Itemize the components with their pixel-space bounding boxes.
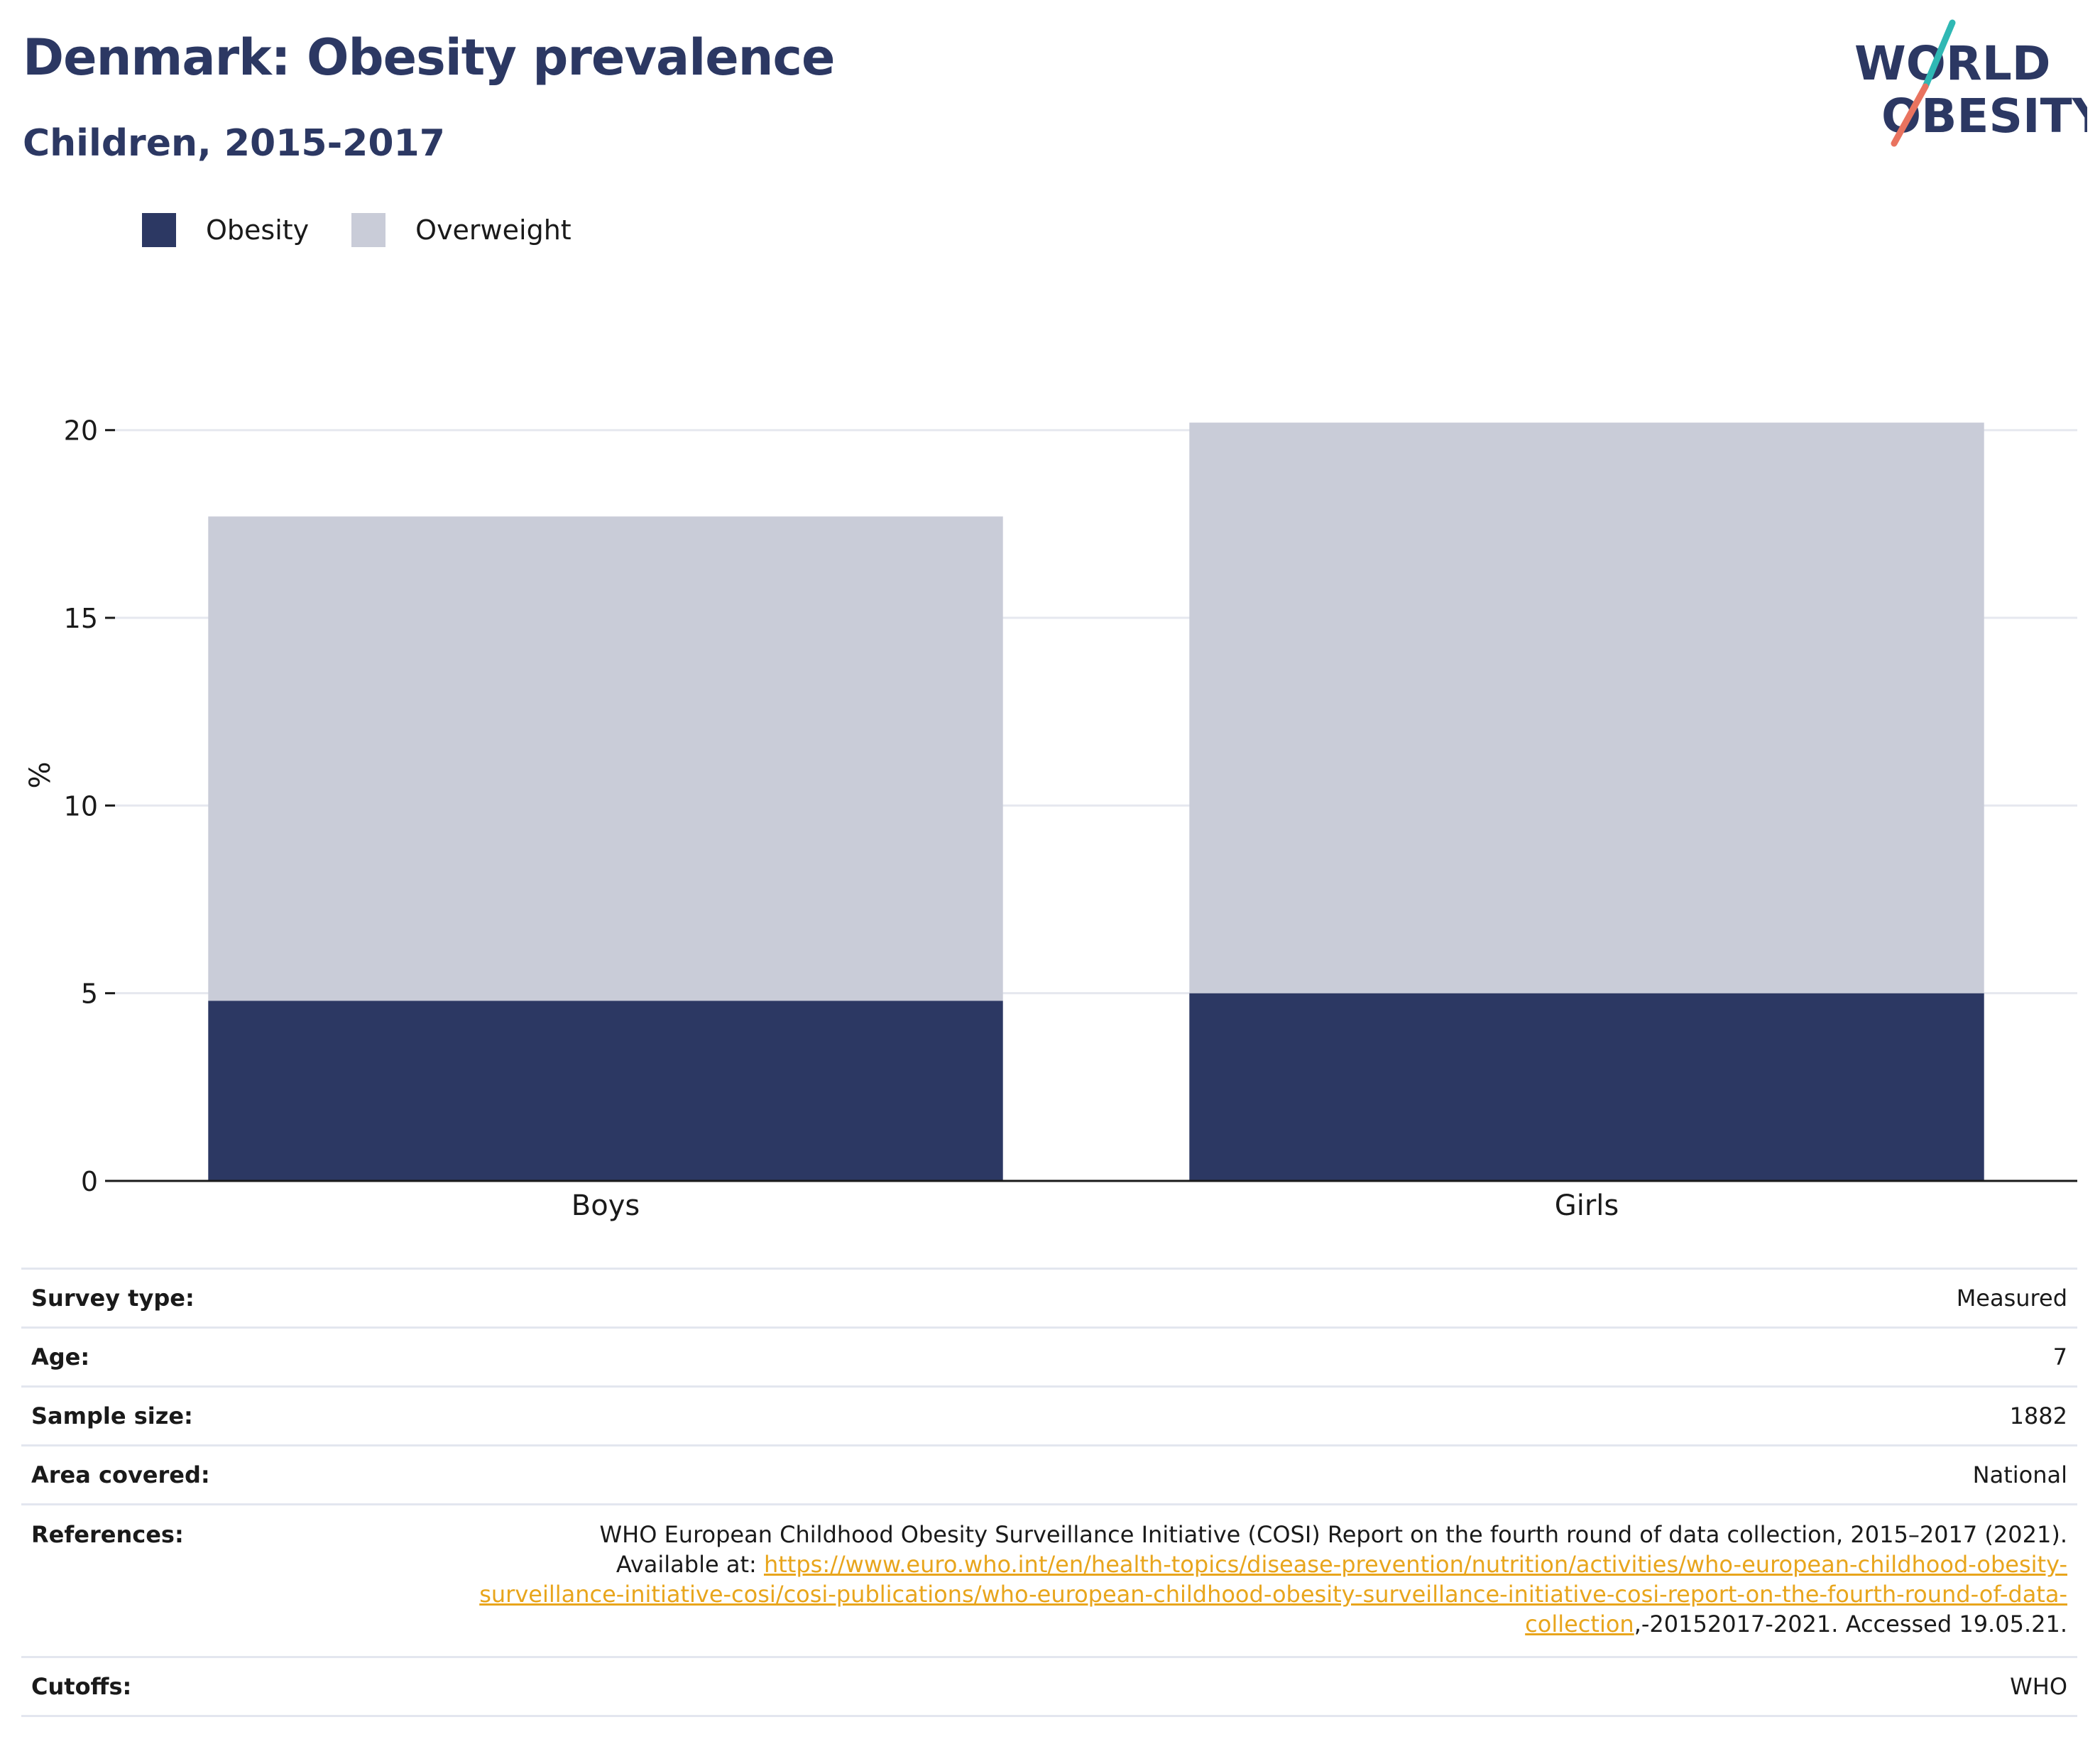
meta-label: Sample size:: [21, 1385, 467, 1446]
reference-link[interactable]: https://www.euro.who.int/en/health-topic…: [479, 1551, 2067, 1638]
y-tick-label: 10: [64, 790, 98, 822]
meta-label: Cutoffs:: [21, 1656, 467, 1717]
bar-obesity-girls: [1189, 993, 1984, 1181]
meta-value: 1882: [467, 1385, 2077, 1446]
legend-item-overweight[interactable]: Overweight: [351, 213, 572, 247]
bar-obesity-boys: [208, 1001, 1003, 1181]
legend-label-obesity: Obesity: [206, 214, 310, 246]
meta-label: Area covered:: [21, 1444, 467, 1505]
meta-label: Survey type:: [21, 1268, 467, 1328]
meta-row-sample-size: Sample size: 1882: [21, 1385, 2077, 1446]
bar-overweight-girls: [1189, 423, 1984, 993]
chart-title: Denmark: Obesity prevalence: [23, 28, 835, 87]
meta-value: Measured: [467, 1268, 2077, 1328]
reference-citation: WHO European Childhood Obesity Surveilla…: [599, 1521, 2068, 1548]
survey-info-table: Survey type: Measured Age: 7 Sample size…: [21, 1268, 2077, 1717]
meta-row-survey-type: Survey type: Measured: [21, 1268, 2077, 1328]
logo-line1: WORLD: [1854, 36, 2051, 91]
meta-row-cutoffs: Cutoffs: WHO: [21, 1656, 2077, 1717]
y-axis-label: %: [24, 761, 57, 788]
bar-overweight-boys: [208, 516, 1003, 1001]
legend-label-overweight: Overweight: [415, 214, 572, 246]
logo-slash-coral: [1891, 83, 1929, 147]
y-tick-label: 5: [81, 979, 98, 1010]
meta-row-area-covered: Area covered: National: [21, 1444, 2077, 1505]
references-text: WHO European Childhood Obesity Surveilla…: [467, 1503, 2077, 1657]
meta-value: 7: [467, 1326, 2077, 1387]
meta-label: Age:: [21, 1326, 467, 1387]
stacked-bar-chart: 0 5 10 15 20% Boys Girls: [24, 415, 2077, 1222]
y-tick-label: 0: [81, 1166, 98, 1197]
reference-suffix: ,-20152017-2021. Accessed 19.05.21.: [1634, 1611, 2067, 1638]
meta-value: National: [467, 1444, 2077, 1505]
x-tick-label: Boys: [572, 1189, 640, 1222]
chart-subtitle: Children, 2015-2017: [23, 122, 445, 165]
world-obesity-logo: WORLD OBESITY: [1854, 19, 2087, 147]
reference-prefix: Available at:: [616, 1551, 764, 1578]
legend-swatch-overweight: [351, 213, 386, 247]
meta-row-references: References: WHO European Childhood Obesi…: [21, 1503, 2077, 1657]
chart-legend: Obesity Overweight: [142, 212, 614, 249]
meta-value: WHO: [467, 1656, 2077, 1717]
meta-row-age: Age: 7: [21, 1326, 2077, 1387]
y-tick-label: 20: [64, 415, 98, 447]
x-tick-label: Girls: [1555, 1189, 1619, 1222]
y-tick-label: 15: [64, 603, 98, 634]
legend-swatch-obesity: [142, 213, 176, 247]
legend-item-obesity[interactable]: Obesity: [142, 213, 309, 247]
meta-label: References:: [21, 1503, 467, 1657]
logo-slash-teal: [1922, 19, 1956, 90]
